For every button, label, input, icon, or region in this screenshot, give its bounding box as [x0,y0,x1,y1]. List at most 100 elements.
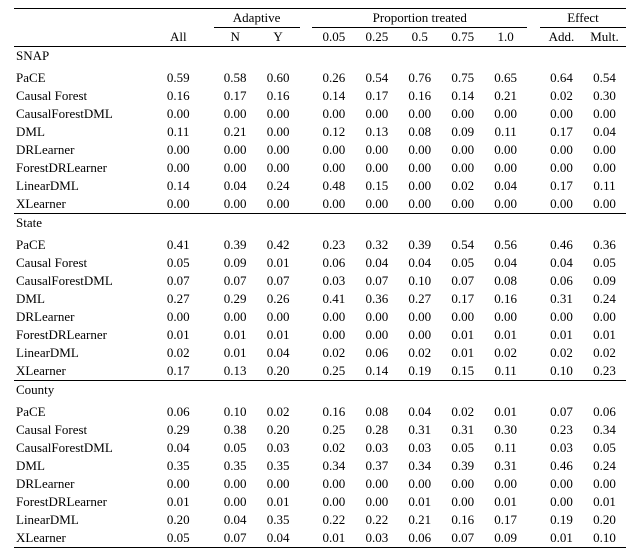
cell-p025: 0.36 [355,290,398,308]
cell-effect-add: 0.02 [540,344,583,362]
method-cell: ForestDRLearner [14,159,156,177]
col-header-p025: 0.25 [355,28,398,47]
cell-p025: 0.54 [355,69,398,87]
cell-effect-add: 0.00 [540,159,583,177]
cell-effect-mult: 0.06 [583,403,626,421]
cell-adaptive-n: 0.58 [214,69,257,87]
cell-adaptive-n: 0.07 [214,529,257,548]
cell-p025: 0.00 [355,475,398,493]
cell-p10: 0.00 [484,159,527,177]
cell-p10: 0.56 [484,236,527,254]
cell-all: 0.00 [156,475,201,493]
cell-effect-add: 0.46 [540,236,583,254]
cell-effect-add: 0.02 [540,87,583,105]
cell-p075: 0.09 [441,123,484,141]
cell-p10: 0.00 [484,475,527,493]
cell-p075: 0.00 [441,105,484,123]
cell-adaptive-y: 0.03 [257,439,300,457]
cell-p075: 0.00 [441,141,484,159]
method-cell: PaCE [14,236,156,254]
cell-p025: 0.08 [355,403,398,421]
cell-p05: 0.03 [398,439,441,457]
cell-all: 0.01 [156,493,201,511]
table-row: DML0.350.350.350.340.370.340.390.310.460… [14,457,626,475]
section-label-row: State [14,214,626,233]
cell-effect-mult: 0.54 [583,69,626,87]
method-cell: DRLearner [14,308,156,326]
cell-adaptive-n: 0.21 [214,123,257,141]
cell-p075: 0.07 [441,272,484,290]
cell-p025: 0.07 [355,272,398,290]
cell-p05: 0.00 [398,141,441,159]
cell-adaptive-y: 0.01 [257,493,300,511]
cell-effect-mult: 0.24 [583,457,626,475]
cell-p10: 0.00 [484,141,527,159]
section-label: County [14,381,156,400]
cell-p10: 0.02 [484,344,527,362]
cell-p05: 0.00 [398,177,441,195]
col-header-p05: 0.5 [398,28,441,47]
cell-adaptive-y: 0.00 [257,159,300,177]
cell-p075: 0.17 [441,290,484,308]
cell-effect-add: 0.00 [540,475,583,493]
cell-all: 0.20 [156,511,201,529]
table-row: DRLearner0.000.000.000.000.000.000.000.0… [14,475,626,493]
table-row: DML0.270.290.260.410.360.270.170.160.310… [14,290,626,308]
cell-p025: 0.00 [355,195,398,214]
cell-p05: 0.00 [398,105,441,123]
method-cell: LinearDML [14,177,156,195]
cell-p025: 0.04 [355,254,398,272]
cell-adaptive-y: 0.00 [257,475,300,493]
table-row: CausalForestDML0.040.050.030.020.030.030… [14,439,626,457]
header-group-row: Adaptive Proportion treated Effect [14,9,626,28]
cell-p05: 0.08 [398,123,441,141]
cell-adaptive-y: 0.00 [257,308,300,326]
results-table: Adaptive Proportion treated Effect All N… [14,8,626,548]
method-cell: XLearner [14,195,156,214]
cell-effect-mult: 0.05 [583,439,626,457]
cell-p025: 0.15 [355,177,398,195]
cell-adaptive-n: 0.35 [214,457,257,475]
method-cell: CausalForestDML [14,439,156,457]
cell-p025: 0.37 [355,457,398,475]
cell-adaptive-n: 0.07 [214,272,257,290]
col-header-effect-mult: Mult. [583,28,626,47]
header-columns-row: All N Y 0.05 0.25 0.5 0.75 1.0 Add. Mult… [14,28,626,47]
cell-effect-mult: 0.24 [583,290,626,308]
cell-effect-mult: 0.30 [583,87,626,105]
cell-effect-mult: 0.20 [583,511,626,529]
method-cell: Causal Forest [14,254,156,272]
cell-p075: 0.31 [441,421,484,439]
cell-all: 0.16 [156,87,201,105]
cell-effect-add: 0.23 [540,421,583,439]
cell-all: 0.05 [156,529,201,548]
cell-adaptive-y: 0.00 [257,123,300,141]
cell-p005: 0.12 [312,123,355,141]
cell-p005: 0.25 [312,362,355,381]
cell-p075: 0.05 [441,254,484,272]
cell-adaptive-y: 0.00 [257,105,300,123]
cell-p005: 0.00 [312,105,355,123]
cell-p075: 0.00 [441,195,484,214]
cell-all: 0.06 [156,403,201,421]
method-cell: LinearDML [14,511,156,529]
cell-p05: 0.10 [398,272,441,290]
cell-p10: 0.31 [484,457,527,475]
cell-p05: 0.04 [398,254,441,272]
method-cell: DRLearner [14,141,156,159]
cell-all: 0.00 [156,141,201,159]
table-row: Causal Forest0.290.380.200.250.280.310.3… [14,421,626,439]
cell-p10: 0.04 [484,177,527,195]
cell-effect-add: 0.00 [540,141,583,159]
cell-p10: 0.04 [484,254,527,272]
cell-p075: 0.00 [441,159,484,177]
cell-adaptive-y: 0.04 [257,529,300,548]
cell-p005: 0.23 [312,236,355,254]
cell-all: 0.59 [156,69,201,87]
table-row: XLearner0.050.070.040.010.030.060.070.09… [14,529,626,548]
method-cell: DML [14,123,156,141]
cell-p05: 0.00 [398,475,441,493]
cell-adaptive-n: 0.17 [214,87,257,105]
cell-p025: 0.17 [355,87,398,105]
col-header-all: All [156,28,201,47]
